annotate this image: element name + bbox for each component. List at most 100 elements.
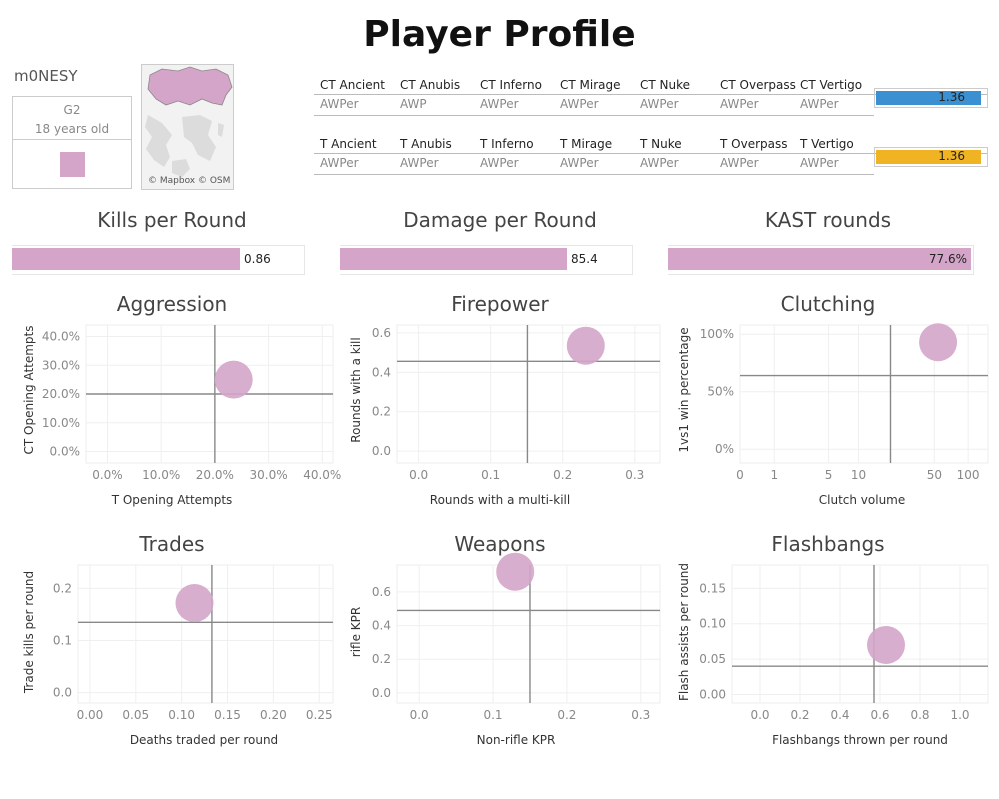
ct-role-5: AWPer [720, 97, 759, 111]
chart-firepower-y-axis-label: Rounds with a kill [349, 337, 363, 442]
t-row-divider [314, 174, 874, 175]
chart-trades-y-tick-label: 0.2 [53, 581, 72, 595]
map-land-west [145, 115, 172, 167]
ct-header-0: CT Ancient [320, 78, 385, 92]
kpi-kast-fill [668, 248, 971, 270]
chart-clutching-y-tick-label: 50% [707, 385, 734, 399]
chart-weapons-y-tick-label: 0.6 [372, 585, 391, 599]
chart-clutching-player-point [919, 323, 958, 362]
kpi-damage-bar[interactable]: 85.4 [340, 245, 633, 275]
chart-firepower-y-tick-label: 0.6 [372, 326, 391, 340]
chart-trades-x-tick-label: 0.15 [214, 708, 241, 722]
chart-flashbangs-y-tick-label: 0.10 [699, 617, 726, 631]
chart-trades-y-tick-label: 0.1 [53, 634, 72, 648]
t-header-6: T Vertigo [800, 137, 854, 151]
chart-aggression-y-tick-label: 20.0% [42, 387, 80, 401]
kpi-kills-value: 0.86 [244, 252, 271, 266]
t-rating-bar[interactable]: 1.36 [874, 147, 988, 167]
chart-aggression-player-point [214, 360, 253, 399]
t-role-0: AWPer [320, 156, 359, 170]
player-name: m0NESY [14, 67, 78, 85]
t-header-5: T Overpass [720, 137, 788, 151]
chart-aggression-y-tick-label: 30.0% [42, 358, 80, 372]
chart-firepower-y-tick-label: 0.0 [372, 444, 391, 458]
chart-aggression-y-tick-label: 10.0% [42, 416, 80, 430]
ct-header-divider [314, 94, 988, 95]
ct-role-4: AWPer [640, 97, 679, 111]
map-svg [142, 65, 233, 189]
chart-weapons-title: Weapons [454, 532, 545, 556]
chart-flashbangs-x-tick-label: 1.0 [950, 708, 969, 722]
chart-weapons-y-tick-label: 0.0 [372, 686, 391, 700]
chart-aggression-x-tick-label: 10.0% [142, 468, 180, 482]
chart-clutching-x-tick-label: 50 [927, 468, 942, 482]
chart-trades-x-tick-label: 0.05 [122, 708, 149, 722]
kpi-kills-bar[interactable]: 0.86 [12, 245, 305, 275]
player-age: 18 years old [34, 122, 110, 136]
chart-aggression-y-tick-label: 40.0% [42, 330, 80, 344]
chart-trades-x-tick-label: 0.00 [77, 708, 104, 722]
ct-rating-bar[interactable]: 1.36 [874, 88, 988, 108]
t-header-2: T Inferno [480, 137, 534, 151]
kpi-kast-value: 77.6% [928, 252, 967, 266]
chart-firepower-plot-area [396, 324, 661, 464]
chart-weapons-x-axis-label: Non-rifle KPR [477, 733, 556, 747]
chart-flashbangs-x-tick-label: 0.2 [790, 708, 809, 722]
chart-trades-x-tick-label: 0.10 [168, 708, 195, 722]
chart-flashbangs-x-tick-label: 0.8 [910, 708, 929, 722]
t-header-divider [314, 153, 988, 154]
chart-flashbangs-y-tick-label: 0.00 [699, 688, 726, 702]
player-card: G2 18 years old [12, 96, 132, 189]
t-header-0: T Ancient [320, 137, 377, 151]
t-role-6: AWPer [800, 156, 839, 170]
chart-flashbangs-y-tick-label: 0.05 [699, 652, 726, 666]
chart-flashbangs-x-axis-label: Flashbangs thrown per round [772, 733, 948, 747]
chart-weapons-x-tick-label: 0.1 [483, 708, 502, 722]
chart-trades-x-axis-label: Deaths traded per round [130, 733, 278, 747]
ct-header-2: CT Inferno [480, 78, 542, 92]
chart-clutching-x-axis-label: Clutch volume [819, 493, 906, 507]
chart-firepower-player-point [566, 326, 605, 365]
ct-header-5: CT Overpass [720, 78, 796, 92]
chart-clutching-x-tick-label: 5 [825, 468, 833, 482]
chart-firepower-x-tick-label: 0.1 [481, 468, 500, 482]
t-header-3: T Mirage [560, 137, 613, 151]
chart-trades-title: Trades [138, 532, 204, 556]
chart-firepower-y-tick-label: 0.2 [372, 405, 391, 419]
chart-aggression-x-tick-label: 0.0% [92, 468, 123, 482]
chart-flashbangs-y-axis-label: Flash assists per round [677, 563, 691, 701]
kpi-kills-fill [12, 248, 240, 270]
chart-weapons-x-tick-label: 0.3 [631, 708, 650, 722]
country-map[interactable]: © Mapbox © OSM [141, 64, 234, 190]
t-header-4: T Nuke [640, 137, 682, 151]
kpi-damage-value: 85.4 [571, 252, 598, 266]
ct-header-3: CT Mirage [560, 78, 621, 92]
chart-flashbangs-title: Flashbangs [771, 532, 884, 556]
t-role-3: AWPer [560, 156, 599, 170]
ct-role-2: AWPer [480, 97, 519, 111]
map-country-highlight[interactable] [147, 66, 233, 106]
chart-trades-y-axis-label: Trade kills per round [22, 571, 36, 694]
kpi-kast-bar[interactable]: 77.6% [668, 245, 974, 275]
chart-aggression-y-tick-label: 0.0% [50, 445, 81, 459]
chart-firepower-x-tick-label: 0.2 [553, 468, 572, 482]
chart-aggression-title: Aggression [117, 292, 227, 316]
chart-aggression-x-tick-label: 20.0% [196, 468, 234, 482]
chart-trades-plot-area [77, 564, 334, 704]
kpi-damage-fill [340, 248, 567, 270]
chart-flashbangs-player-point [867, 625, 905, 664]
chart-clutching-x-tick-label: 1 [770, 468, 778, 482]
chart-trades-player-point [175, 584, 214, 623]
chart-flashbangs-y-tick-label: 0.15 [699, 581, 726, 595]
card-divider [13, 139, 131, 140]
map-land-east [182, 115, 216, 161]
chart-aggression-y-axis-label: CT Opening Attempts [22, 326, 36, 455]
chart-clutching-x-tick-label: 0 [736, 468, 744, 482]
chart-firepower-x-axis-label: Rounds with a multi-kill [430, 493, 570, 507]
chart-weapons-y-axis-label: rifle KPR [349, 607, 363, 657]
chart-clutching-y-axis-label: 1vs1 win percentage [677, 327, 691, 452]
chart-aggression-x-tick-label: 30.0% [250, 468, 288, 482]
chart-trades-y-tick-label: 0.0 [53, 686, 72, 700]
chart-aggression-x-tick-label: 40.0% [303, 468, 341, 482]
